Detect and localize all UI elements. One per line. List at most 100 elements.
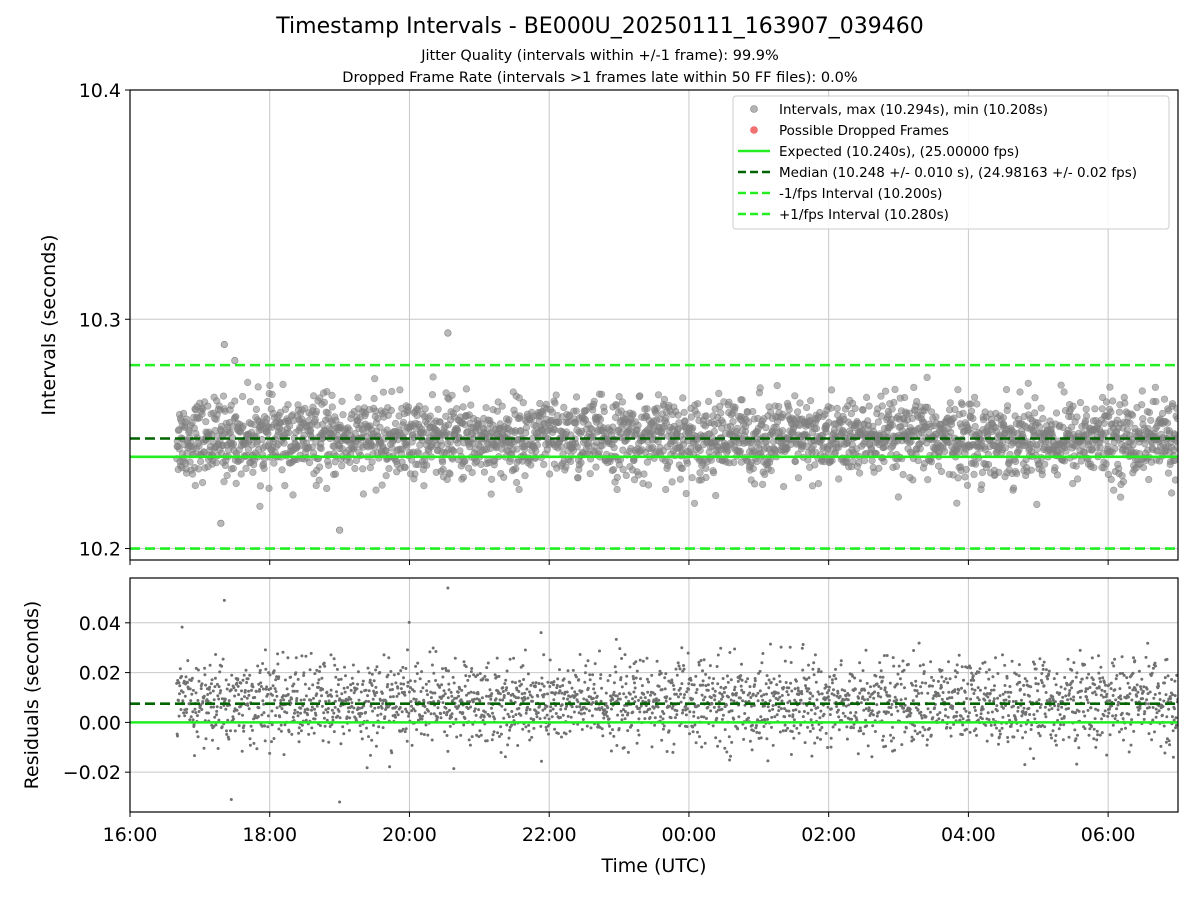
residual-point — [677, 664, 681, 668]
residual-point — [816, 670, 820, 674]
residual-point — [620, 718, 624, 722]
interval-point — [323, 388, 331, 396]
residual-point — [431, 691, 435, 695]
interval-point — [835, 475, 843, 483]
residual-point — [634, 695, 638, 699]
residual-point — [778, 680, 782, 684]
residual-point — [620, 685, 624, 689]
interval-point — [572, 419, 580, 427]
interval-point — [1110, 486, 1118, 494]
interval-point — [459, 403, 467, 411]
residual-point — [700, 693, 704, 697]
residual-point — [917, 692, 920, 695]
interval-point — [1163, 419, 1172, 427]
residual-point — [468, 743, 472, 747]
interval-point — [188, 470, 197, 478]
residual-point — [879, 687, 883, 690]
residual-point — [918, 730, 922, 734]
residual-point — [403, 690, 406, 694]
residual-point — [780, 699, 784, 703]
residual-point — [769, 681, 773, 684]
residual-point — [278, 715, 282, 719]
interval-point — [653, 404, 661, 412]
residual-point — [409, 686, 412, 690]
residual-point — [603, 708, 607, 712]
interval-point — [909, 476, 917, 484]
interval-point — [1168, 400, 1177, 408]
interval-point — [738, 396, 746, 404]
residual-point — [856, 752, 860, 756]
interval-point — [1119, 478, 1128, 486]
residual-point — [447, 688, 451, 692]
residual-point — [804, 684, 807, 688]
residual-point — [863, 698, 866, 702]
residual-point — [877, 685, 881, 688]
residual-point — [180, 674, 184, 678]
residual-point — [203, 666, 207, 670]
residual-point — [605, 710, 609, 714]
interval-point — [875, 464, 883, 472]
residual-point — [739, 684, 743, 688]
residual-point — [720, 692, 724, 696]
residual-point — [211, 738, 214, 742]
residual-point — [407, 690, 411, 694]
interval-point — [598, 442, 606, 450]
residual-point — [786, 726, 790, 730]
residual-point — [844, 704, 848, 708]
residual-point — [331, 718, 335, 722]
residual-point — [924, 681, 928, 685]
residual-point — [203, 673, 207, 677]
residual-point — [396, 686, 400, 690]
residual-point — [859, 729, 863, 733]
residual-point — [699, 659, 703, 662]
residual-point — [796, 686, 800, 690]
interval-point — [767, 467, 775, 475]
residual-point — [873, 690, 877, 694]
residual-point — [396, 713, 400, 717]
residual-point — [792, 718, 796, 722]
residual-point — [438, 685, 442, 689]
residual-point — [271, 684, 275, 688]
residual-point — [486, 678, 489, 682]
residual-point — [736, 679, 740, 683]
interval-point — [220, 340, 228, 349]
interval-point — [674, 411, 682, 419]
residual-point — [408, 679, 412, 683]
residual-point — [350, 676, 354, 680]
residual-point — [720, 717, 724, 721]
residual-point — [217, 718, 221, 722]
residual-point — [178, 692, 181, 696]
residual-point — [542, 692, 546, 696]
residual-point — [540, 759, 543, 763]
interval-point — [860, 457, 869, 465]
residual-point — [528, 738, 532, 742]
residual-point — [870, 755, 874, 759]
residual-point — [486, 661, 490, 665]
residual-point — [638, 710, 642, 714]
residual-point — [295, 699, 299, 703]
residual-point — [656, 705, 660, 709]
interval-point — [1109, 397, 1117, 405]
residual-point — [237, 693, 241, 697]
residual-point — [659, 715, 663, 719]
residual-point — [876, 691, 880, 695]
residual-point — [670, 678, 674, 682]
residual-point — [485, 739, 489, 743]
residual-point — [306, 713, 310, 717]
interval-point — [285, 429, 293, 437]
residual-point — [429, 696, 433, 700]
residual-point — [767, 678, 771, 682]
residual-point — [890, 702, 894, 706]
residual-point — [684, 713, 688, 717]
residual-point — [675, 673, 679, 677]
residual-point — [263, 739, 267, 743]
y-tick-label: 0.04 — [79, 613, 121, 635]
residual-point — [865, 681, 869, 685]
residual-point — [571, 668, 575, 672]
residual-point — [685, 690, 689, 694]
residual-point — [820, 692, 824, 696]
residual-point — [812, 661, 816, 665]
interval-point — [197, 457, 205, 466]
residual-point — [691, 725, 695, 729]
residual-point — [785, 690, 789, 694]
